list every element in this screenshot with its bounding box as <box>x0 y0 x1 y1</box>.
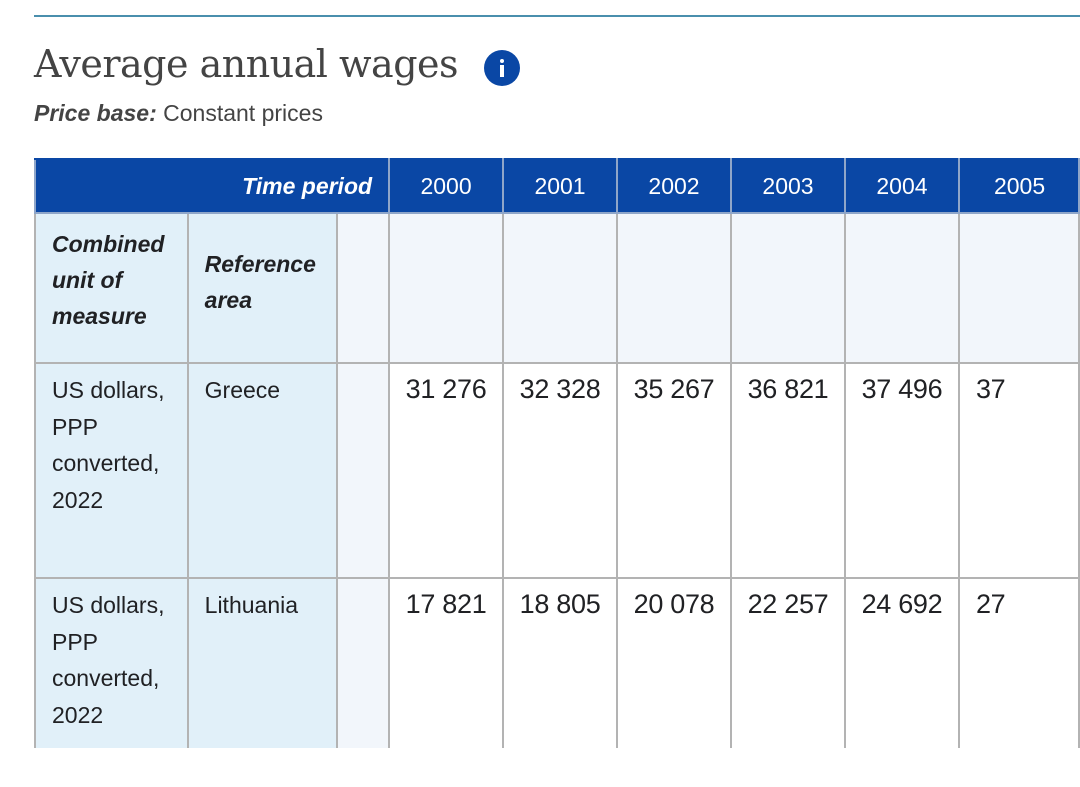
value-cell: 35 267 <box>616 362 732 579</box>
dimension-header-row: Combined unit of measure Reference area <box>34 212 1080 364</box>
empty-cell <box>616 212 732 364</box>
empty-cell <box>335 362 391 579</box>
year-header[interactable]: 2000 <box>388 158 505 214</box>
empty-cell <box>502 212 619 364</box>
value-cell: 17 821 <box>388 577 505 748</box>
unit-of-measure-header: Combined unit of measure <box>34 212 189 364</box>
value-cell: 20 078 <box>616 577 732 748</box>
value-cell: 36 821 <box>730 362 846 579</box>
price-base-label: Price base: <box>34 100 157 126</box>
table-row: US dollars, PPP converted, 2022 Greece 3… <box>34 362 1080 579</box>
data-table-container[interactable]: Time period 2000 2001 2002 2003 2004 200… <box>34 158 1080 748</box>
time-period-header: Time period <box>34 158 391 214</box>
value-cell: 31 276 <box>388 362 505 579</box>
empty-cell <box>388 212 505 364</box>
top-divider <box>34 15 1080 17</box>
header-row: Time period 2000 2001 2002 2003 2004 200… <box>34 158 1080 214</box>
price-base-value: Constant prices <box>163 100 323 126</box>
table-row: US dollars, PPP converted, 2022 Lithuani… <box>34 577 1080 748</box>
area-cell: Greece <box>186 362 338 579</box>
year-header[interactable]: 2002 <box>616 158 732 214</box>
year-header[interactable]: 2003 <box>730 158 846 214</box>
title-row: Average annual wages <box>34 42 521 86</box>
empty-cell <box>843 212 960 364</box>
page-title: Average annual wages <box>34 42 459 86</box>
info-icon[interactable] <box>484 50 521 86</box>
value-cell: 37 496 <box>843 362 960 579</box>
unit-cell: US dollars, PPP converted, 2022 <box>34 362 189 579</box>
price-base: Price base: Constant prices <box>34 100 323 127</box>
empty-cell <box>335 212 391 364</box>
value-cell: 24 692 <box>843 577 960 748</box>
value-cell: 37 <box>957 362 1080 579</box>
empty-cell <box>730 212 846 364</box>
value-cell: 22 257 <box>730 577 846 748</box>
empty-cell <box>957 212 1080 364</box>
value-cell: 32 328 <box>502 362 619 579</box>
data-table: Time period 2000 2001 2002 2003 2004 200… <box>34 158 1080 748</box>
empty-cell <box>335 577 391 748</box>
value-cell: 27 <box>957 577 1080 748</box>
year-header[interactable]: 2001 <box>502 158 619 214</box>
value-cell: 18 805 <box>502 577 619 748</box>
area-cell: Lithuania <box>186 577 338 748</box>
reference-area-header: Reference area <box>186 212 338 364</box>
year-header[interactable]: 2005 <box>957 158 1080 214</box>
unit-cell: US dollars, PPP converted, 2022 <box>34 577 189 748</box>
year-header[interactable]: 2004 <box>843 158 960 214</box>
